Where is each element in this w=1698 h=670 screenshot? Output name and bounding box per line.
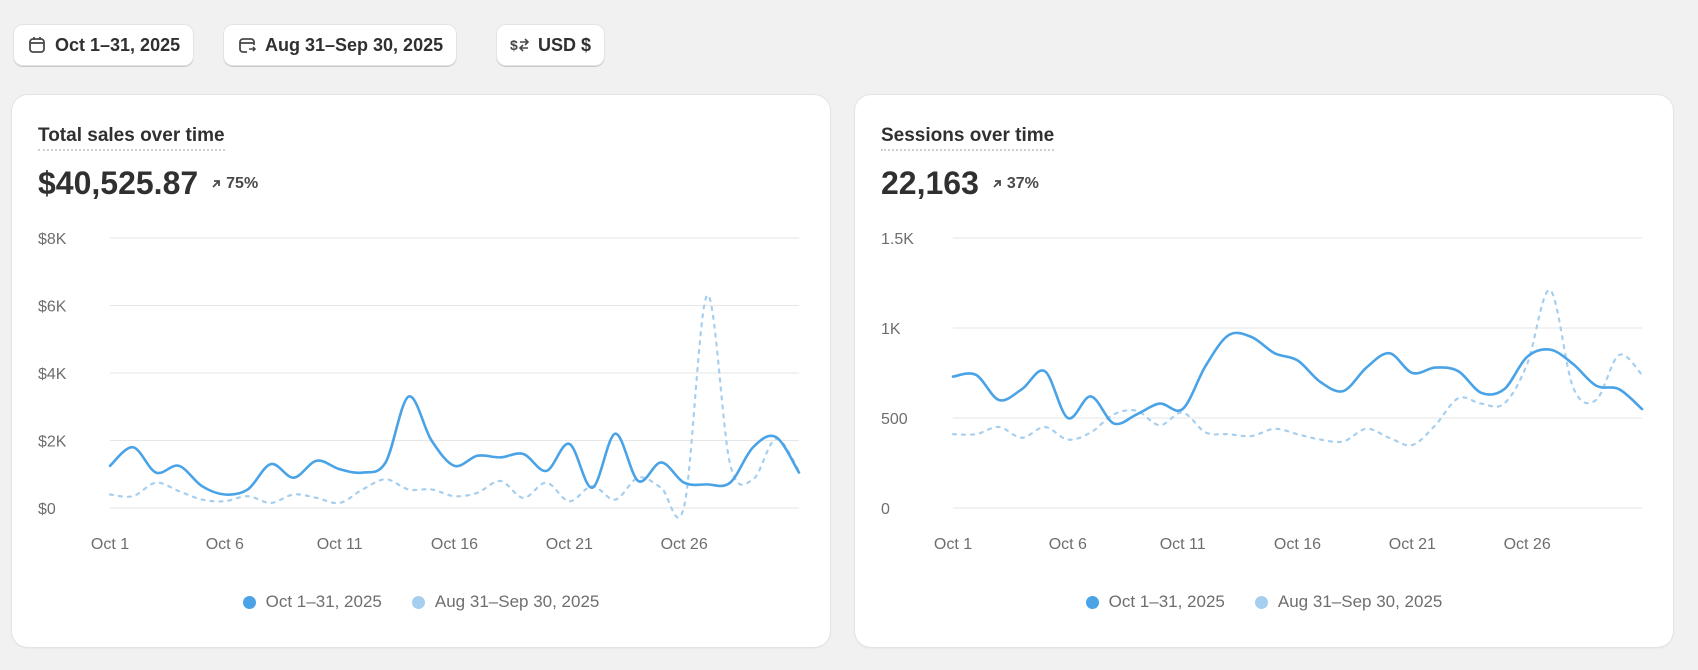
legend-label: Aug 31–Sep 30, 2025 <box>1277 592 1443 611</box>
y-tick-label: $0 <box>38 501 56 518</box>
total-sales-card: Total sales over time $40,525.87 75% $0 $… <box>12 95 830 647</box>
legend-label: Aug 31–Sep 30, 2025 <box>434 592 600 611</box>
sales-line-chart: $0 $2K $4K $6K $8K Oct 1 Oct 6 Oct 11 Oct 16 Oct … <box>38 231 801 553</box>
legend-dot <box>242 595 256 609</box>
previous-period-line <box>108 294 801 519</box>
x-tick-label: Oct 26 <box>661 536 708 553</box>
arrow-up-right-icon <box>212 179 221 188</box>
metric-change-value: 75% <box>226 174 259 192</box>
currency-label: USD $ <box>538 34 592 55</box>
y-tick-label: 0 <box>881 501 890 518</box>
x-tick-label: Oct 21 <box>546 536 593 553</box>
metric: 22,163 37% <box>881 165 1039 202</box>
x-tick-label: Oct 6 <box>1049 536 1087 553</box>
sessions-line-chart: 0 500 1K 1.5K Oct 1 Oct 6 Oct 11 Oct 16 Oct 21 Oc… <box>881 231 1644 553</box>
y-tick-label: 500 <box>881 411 908 428</box>
metric-value: $40,525.87 <box>38 165 199 201</box>
legend-current[interactable]: Oct 1–31, 2025 <box>1085 592 1225 612</box>
legend-dot <box>411 595 425 609</box>
legend-label: Oct 1–31, 2025 <box>265 592 382 611</box>
calendar-icon <box>29 37 45 53</box>
card-title[interactable]: Total sales over time <box>38 125 225 151</box>
currency-button[interactable]: $ USD $ <box>496 24 606 66</box>
x-tick-label: Oct 16 <box>1274 536 1321 553</box>
x-tick-label: Oct 1 <box>91 536 129 553</box>
chart-legend: Oct 1–31, 2025 Aug 31–Sep 30, 2025 <box>12 592 830 612</box>
x-tick-label: Oct 11 <box>317 536 363 553</box>
x-tick-label: Oct 21 <box>1389 536 1436 553</box>
legend-previous[interactable]: Aug 31–Sep 30, 2025 <box>1254 592 1443 612</box>
y-tick-label: $4K <box>38 366 67 383</box>
card-title[interactable]: Sessions over time <box>881 125 1055 151</box>
date-range-button[interactable]: Oct 1–31, 2025 <box>13 24 195 66</box>
metric: $40,525.87 75% <box>38 165 258 202</box>
y-tick-label: $2K <box>38 434 67 451</box>
current-period-line <box>951 331 1644 426</box>
y-tick-label: $6K <box>38 299 67 316</box>
metric-change: 75% <box>210 175 258 193</box>
y-tick-label: 1K <box>881 321 901 338</box>
metric-change: 37% <box>991 175 1039 193</box>
legend-dot <box>1254 595 1268 609</box>
y-tick-label: $8K <box>38 231 67 248</box>
legend-current[interactable]: Oct 1–31, 2025 <box>242 592 382 612</box>
legend-previous[interactable]: Aug 31–Sep 30, 2025 <box>411 592 600 612</box>
currency-exchange-icon: $ <box>510 37 530 53</box>
date-range-label: Oct 1–31, 2025 <box>55 34 181 55</box>
x-tick-label: Oct 6 <box>206 536 244 553</box>
legend-label: Oct 1–31, 2025 <box>1108 592 1225 611</box>
y-tick-label: 1.5K <box>881 231 914 248</box>
compare-range-label: Aug 31–Sep 30, 2025 <box>265 34 444 55</box>
x-tick-label: Oct 1 <box>934 536 972 553</box>
previous-period-line <box>951 289 1644 447</box>
compare-range-button[interactable]: Aug 31–Sep 30, 2025 <box>223 24 458 66</box>
metric-change-value: 37% <box>1006 174 1039 192</box>
svg-text:$: $ <box>510 37 518 53</box>
metric-value: 22,163 <box>881 165 979 201</box>
x-tick-label: Oct 26 <box>1504 536 1551 553</box>
x-tick-label: Oct 11 <box>1160 536 1206 553</box>
legend-dot <box>1085 595 1099 609</box>
calendar-compare-icon <box>239 38 257 53</box>
current-period-line <box>108 395 801 496</box>
sessions-card: Sessions over time 22,163 37% 0 500 1K 1.5K… <box>855 95 1673 647</box>
x-tick-label: Oct 16 <box>431 536 478 553</box>
arrow-up-right-icon <box>993 179 1001 188</box>
chart-legend: Oct 1–31, 2025 Aug 31–Sep 30, 2025 <box>855 592 1673 612</box>
